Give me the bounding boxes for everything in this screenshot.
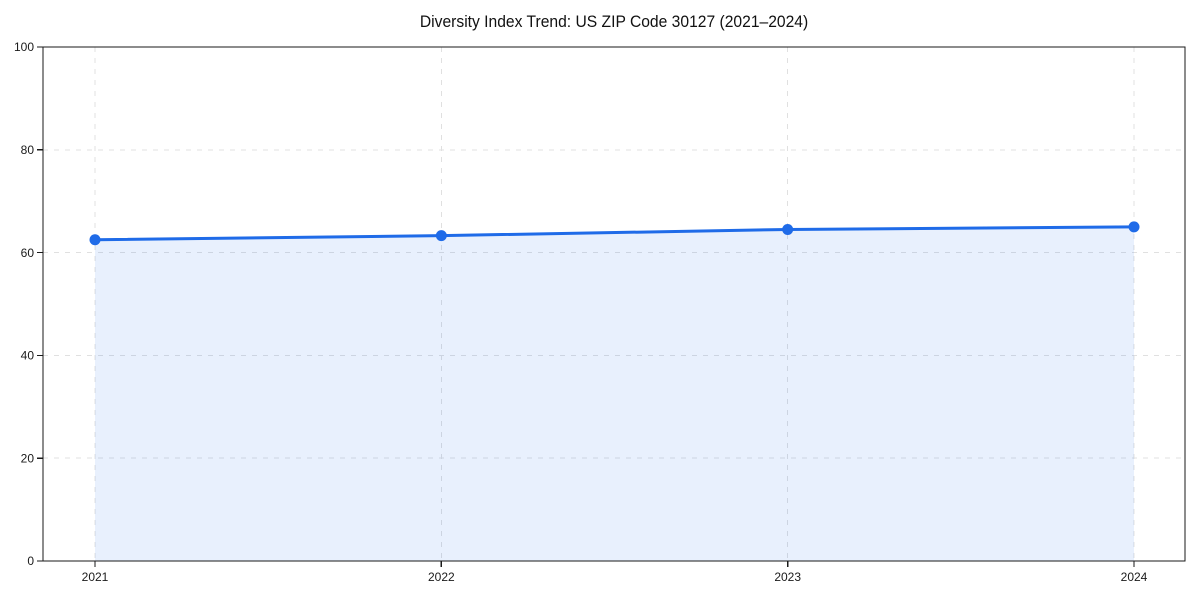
y-tick-label: 100 <box>14 40 34 54</box>
y-tick-label: 80 <box>21 143 35 157</box>
chart-title-text: Diversity Index Trend: US ZIP Code 30127… <box>419 12 809 31</box>
data-point-marker <box>435 230 447 242</box>
x-tick-label: 2022 <box>428 570 455 584</box>
trend-line <box>93 225 1136 242</box>
chart-title: Diversity Index Trend: US ZIP Code 30127… <box>43 12 1185 32</box>
data-point-marker <box>89 234 101 246</box>
y-tick-label: 20 <box>21 451 35 465</box>
y-tick-label: 60 <box>21 246 35 260</box>
x-tick-label: 2023 <box>774 570 801 584</box>
plot-border <box>42 46 1186 562</box>
area-fill <box>95 226 1134 561</box>
y-tick-label: 0 <box>27 554 34 568</box>
x-tick-label: 2024 <box>1121 570 1148 584</box>
data-point-marker <box>1128 221 1140 233</box>
x-tick-label: 2021 <box>82 570 109 584</box>
data-point-marker <box>782 223 794 235</box>
y-tick-label: 40 <box>21 349 35 363</box>
